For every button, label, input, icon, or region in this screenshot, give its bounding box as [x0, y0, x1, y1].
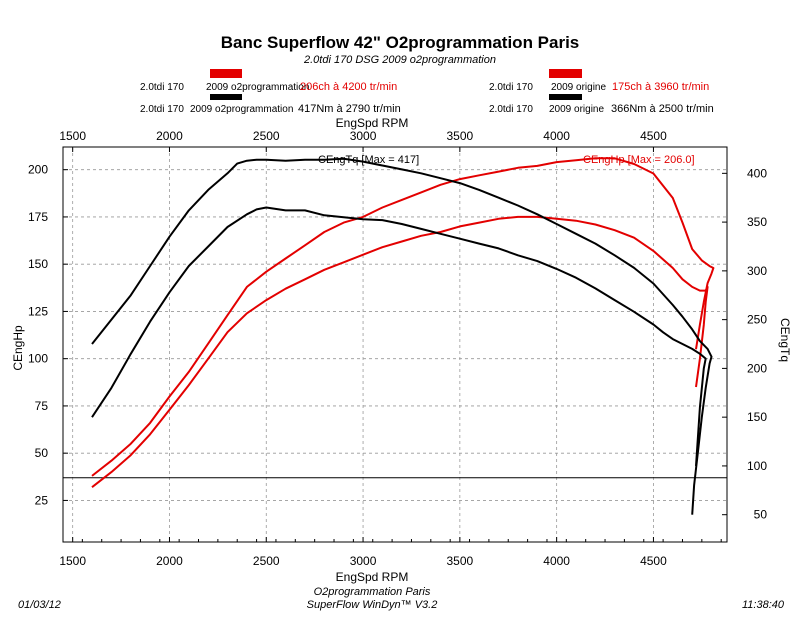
- y-left-tick-label: 50: [35, 446, 49, 460]
- legend-version-label: 2009 o2programmation: [190, 104, 293, 115]
- y-left-tick-label: 150: [28, 257, 48, 271]
- legend-value: 206ch à 4200 tr/min: [300, 81, 397, 93]
- y-axis-label-right: CEngTq: [778, 318, 792, 362]
- legend-version-label: 2009 origine: [551, 82, 606, 93]
- legend-entry-tq-o2: 2.0tdi 170 2009 o2programmation 417Nm à …: [140, 94, 401, 115]
- legend-engine-label: 2.0tdi 170: [140, 82, 184, 93]
- x-tick-label-top: 3000: [350, 129, 377, 143]
- x-tick-label-bottom: 4000: [543, 554, 570, 568]
- chart-title: Banc Superflow 42" O2programmation Paris: [221, 33, 580, 52]
- series-line-hp: [91, 157, 715, 477]
- annotation-hp-max: CEngHp [Max = 206.0]: [583, 154, 695, 166]
- plot-frame: [62, 146, 728, 543]
- legend-entry-hp-o2: 2.0tdi 170 2009 o2programmation 206ch à …: [140, 69, 397, 93]
- y-left-tick-label: 75: [35, 399, 49, 413]
- legend-version-label: 2009 o2programmation: [206, 82, 309, 93]
- y-left-tick-label: 100: [28, 352, 48, 366]
- series-line-tq: [91, 157, 713, 515]
- y-right-tick-label: 300: [747, 264, 767, 278]
- y-right-tick-label: 50: [754, 508, 768, 522]
- legend-engine-label: 2.0tdi 170: [489, 104, 533, 115]
- x-axis-label-top: EngSpd RPM: [336, 116, 409, 130]
- x-tick-label-top: 2000: [156, 129, 183, 143]
- legend-swatch: [549, 94, 582, 100]
- x-axis-label-bottom: EngSpd RPM: [336, 570, 409, 584]
- footer-line2: SuperFlow WinDyn™ V3.2: [307, 599, 438, 611]
- y-right-tick-label: 350: [747, 215, 767, 229]
- y-right-tick-label: 150: [747, 410, 767, 424]
- y-axis-label-left: CEngHp: [11, 325, 25, 371]
- legend-swatch: [210, 69, 242, 78]
- plot-area: 1500 1500 2000 2000 2500 2500 3000 3000 3500 3500…: [28, 129, 767, 568]
- y-left-tick-label: 175: [28, 210, 48, 224]
- x-tick-label-top: 3500: [446, 129, 473, 143]
- x-tick-label-bottom: 4500: [640, 554, 667, 568]
- x-tick-label-bottom: 1500: [59, 554, 86, 568]
- legend-entry-tq-orig: 2.0tdi 170 2009 origine 366Nm à 2500 tr/…: [489, 94, 714, 115]
- footer-line1: O2programmation Paris: [314, 586, 431, 598]
- y-right-tick-label: 200: [747, 361, 767, 375]
- legend-engine-label: 2.0tdi 170: [140, 104, 184, 115]
- footer-time: 11:38:40: [742, 599, 785, 611]
- legend-value: 417Nm à 2790 tr/min: [298, 103, 401, 115]
- series-line-hp: [91, 215, 709, 488]
- x-tick-label-bottom: 3000: [350, 554, 377, 568]
- x-tick-label-top: 4000: [543, 129, 570, 143]
- legend-engine-label: 2.0tdi 170: [489, 82, 533, 93]
- y-right-tick-label: 100: [747, 459, 767, 473]
- series-line-tq: [91, 206, 707, 466]
- x-tick-label-bottom: 2500: [253, 554, 280, 568]
- x-tick-label-bottom: 2000: [156, 554, 183, 568]
- y-right-tick-label: 400: [747, 166, 767, 180]
- legend-value: 366Nm à 2500 tr/min: [611, 103, 714, 115]
- legend-value: 175ch à 3960 tr/min: [612, 81, 709, 93]
- y-right-tick-label: 250: [747, 313, 767, 327]
- x-tick-label-top: 2500: [253, 129, 280, 143]
- annotation-tq-max: CEngTq [Max = 417]: [318, 154, 419, 166]
- chart-subtitle: 2.0tdi 170 DSG 2009 o2programmation: [303, 54, 496, 66]
- legend-entry-hp-orig: 2.0tdi 170 2009 origine 175ch à 3960 tr/…: [489, 69, 709, 93]
- x-tick-label-bottom: 3500: [446, 554, 473, 568]
- legend-swatch: [210, 94, 242, 100]
- legend: 2.0tdi 170 2009 o2programmation 206ch à …: [140, 69, 714, 115]
- y-left-tick-label: 125: [28, 304, 48, 318]
- y-left-tick-label: 25: [35, 493, 49, 507]
- y-left-tick-label: 200: [28, 163, 48, 177]
- legend-swatch: [549, 69, 582, 78]
- x-tick-label-top: 1500: [59, 129, 86, 143]
- footer-date: 01/03/12: [18, 599, 61, 611]
- legend-version-label: 2009 origine: [549, 104, 604, 115]
- x-tick-label-top: 4500: [640, 129, 667, 143]
